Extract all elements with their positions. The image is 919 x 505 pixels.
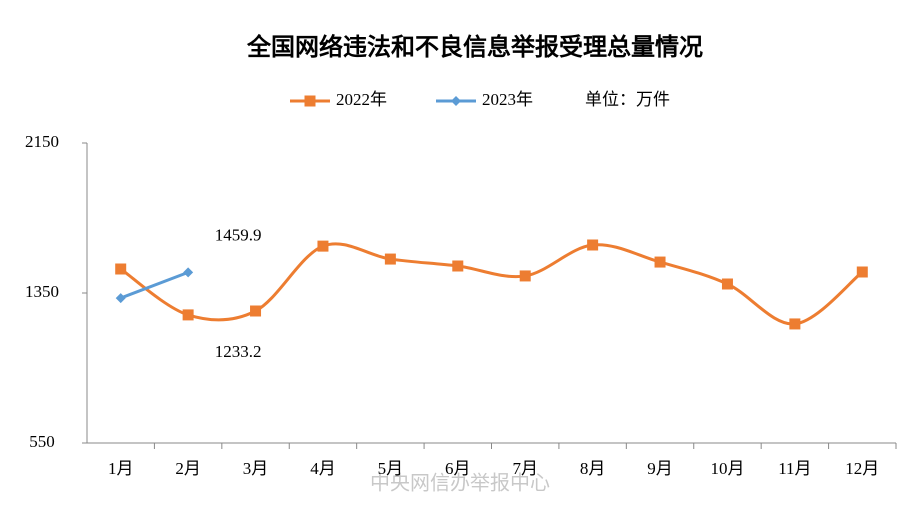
y-tick-label: 550 [29, 432, 55, 451]
marker [250, 305, 262, 317]
x-tick-label: 9月 [647, 459, 673, 478]
x-tick-label: 5月 [378, 459, 404, 478]
x-tick-label: 12月 [845, 459, 879, 478]
series-line [120, 270, 189, 300]
x-tick-label: 2月 [175, 459, 201, 478]
legend-label: 2022年 [336, 90, 387, 109]
marker [519, 270, 531, 282]
y-tick-label: 1350 [25, 282, 59, 301]
x-tick-label: 7月 [512, 459, 538, 478]
x-tick-label: 1月 [108, 459, 134, 478]
x-tick-label: 10月 [710, 459, 744, 478]
marker [856, 266, 868, 278]
data-label: 1233.2 [215, 342, 262, 361]
x-tick-label: 8月 [580, 459, 606, 478]
marker [182, 309, 194, 321]
unit-label: 单位：万件 [585, 90, 670, 109]
marker [115, 293, 126, 304]
x-tick-label: 11月 [778, 459, 811, 478]
data-label: 1459.9 [215, 225, 262, 244]
legend-label: 2023年 [482, 90, 533, 109]
marker [115, 263, 127, 275]
marker [451, 96, 461, 106]
marker [587, 239, 599, 251]
marker [384, 253, 396, 265]
marker [654, 256, 666, 268]
watermark: 中央网信办举报中心 [370, 471, 550, 495]
marker [789, 318, 801, 330]
chart-title: 全国网络违法和不良信息举报受理总量情况 [246, 33, 703, 61]
marker [452, 260, 464, 272]
x-tick-label: 3月 [243, 459, 269, 478]
marker [317, 240, 329, 252]
y-tick-label: 2150 [25, 132, 59, 151]
marker [304, 95, 316, 107]
x-tick-label: 6月 [445, 459, 471, 478]
series-line [119, 242, 864, 326]
marker [183, 267, 194, 278]
marker [721, 278, 733, 290]
x-tick-label: 4月 [310, 459, 336, 478]
